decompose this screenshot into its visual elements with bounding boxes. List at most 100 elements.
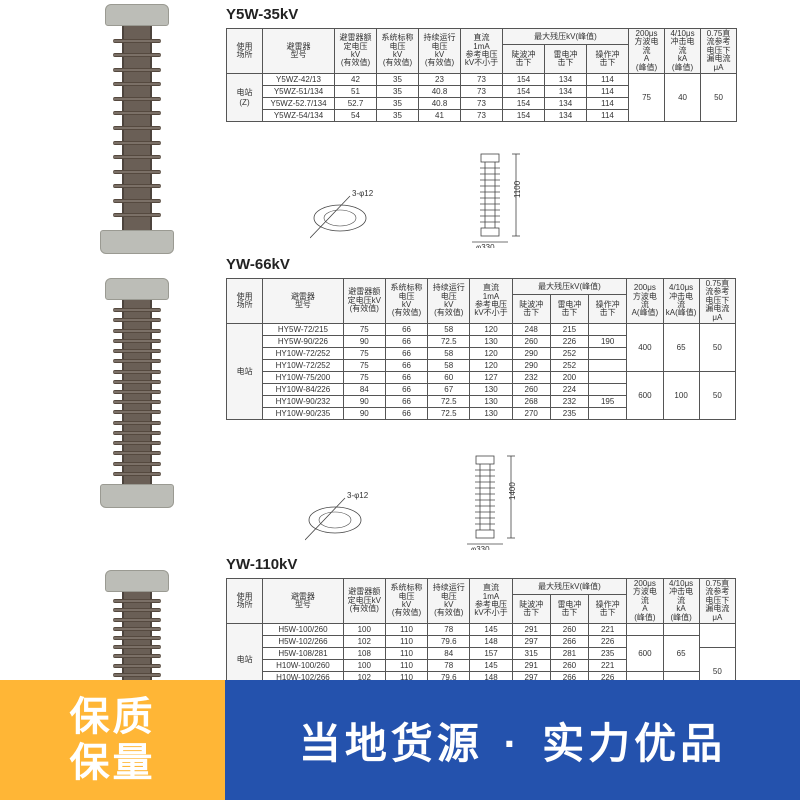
- table-subheader: 雷电冲 击下: [550, 595, 588, 624]
- table-cell: 75: [343, 359, 385, 371]
- table-header: 0.75直 流参考 电压下 漏电流 μA: [699, 279, 735, 324]
- row-group-label: 电站: [227, 323, 263, 419]
- table-cell: 78: [428, 659, 470, 671]
- table-cell: 226: [550, 335, 588, 347]
- table-cell: [589, 371, 627, 383]
- table-cell: 270: [512, 407, 550, 419]
- table-cell: 260: [512, 335, 550, 347]
- table-cell: 58: [428, 359, 470, 371]
- promo-banner: 保质 保量 当地货源 · 实力优品: [0, 680, 800, 800]
- table-cell: 134: [545, 97, 587, 109]
- table-cell: 65: [663, 323, 699, 371]
- table-cell: H5W-102/266: [263, 635, 343, 647]
- table-cell: [589, 323, 627, 335]
- table-cell: 154: [503, 73, 545, 85]
- table-subheader: 操作冲 击下: [589, 295, 627, 324]
- row-group-label: 电站 (Z): [227, 73, 263, 121]
- table-cell: 134: [545, 109, 587, 121]
- table-cell: 260: [512, 383, 550, 395]
- svg-text:1400: 1400: [508, 482, 517, 500]
- table-header: 4/10μs 冲击电流 kA (峰值): [663, 579, 699, 624]
- table-cell: 130: [470, 395, 512, 407]
- table-cell: 50: [699, 371, 735, 419]
- table-cell: 35: [377, 109, 419, 121]
- table-cell: 232: [550, 395, 588, 407]
- table-header: 200μs 方波电流 A(峰值): [627, 279, 663, 324]
- table-cell: 248: [512, 323, 550, 335]
- table-header: 200μs 方波电流 A (峰值): [629, 29, 665, 74]
- table-cell: 100: [663, 371, 699, 419]
- table-cell: 102: [343, 635, 385, 647]
- table-cell: [663, 623, 699, 635]
- table-cell: 130: [470, 335, 512, 347]
- table-cell: 66: [385, 371, 427, 383]
- table-header: 避雷器额 定电压kV (有效值): [343, 279, 385, 324]
- svg-text:1100: 1100: [513, 180, 522, 198]
- table-cell: Y5WZ-42/13: [263, 73, 335, 85]
- table-cell: HY10W-75/200: [263, 371, 343, 383]
- table-header: 最大残压kV(峰值): [512, 279, 627, 295]
- table-cell: 90: [343, 407, 385, 419]
- table-header: 持续运行 电压 kV (有效值): [428, 279, 470, 324]
- table-cell: 154: [503, 97, 545, 109]
- table-cell: 291: [512, 659, 550, 671]
- table-row: 电站HY5W-72/2157566581202482154006550: [227, 323, 736, 335]
- table-cell: 23: [419, 73, 461, 85]
- table-header: 使用 场所: [227, 579, 263, 624]
- banner-left-line2: 保量: [70, 740, 156, 786]
- table-cell: 42: [335, 73, 377, 85]
- table-header: 最大残压kV(峰值): [503, 29, 629, 45]
- table-cell: 200: [550, 371, 588, 383]
- table-cell: 114: [587, 109, 629, 121]
- table-cell: 66: [385, 359, 427, 371]
- table-row: 电站H5W-100/26010011078145291260221: [227, 623, 736, 635]
- table-cell: 232: [512, 371, 550, 383]
- banner-right-text: 当地货源 · 实力优品: [299, 710, 726, 771]
- banner-right-t1: 当地货源: [299, 720, 483, 767]
- table-subheader: 陡波冲 击下: [503, 45, 545, 74]
- table-row: 电站 (Z)Y5WZ-42/1342352373154134114754050: [227, 73, 737, 85]
- table-cell: 90: [343, 395, 385, 407]
- svg-text:3-φ12: 3-φ12: [347, 491, 369, 500]
- table-cell: [627, 623, 663, 635]
- table-subheader: 陡波冲 击下: [512, 295, 550, 324]
- table-cell: 84: [343, 383, 385, 395]
- table-cell: 66: [385, 323, 427, 335]
- table-cell: H5W-108/281: [263, 647, 343, 659]
- table-cell: 72.5: [428, 395, 470, 407]
- table-cell: 73: [461, 73, 503, 85]
- table-cell: 235: [550, 407, 588, 419]
- table-header: 直流 1mA 参考电压 kV不小于: [470, 279, 512, 324]
- table-cell: 600: [627, 371, 663, 419]
- table-cell: 120: [470, 347, 512, 359]
- table-cell: 221: [589, 659, 627, 671]
- table-cell: 100: [343, 623, 385, 635]
- section-title-110kv: YW-110kV: [226, 556, 297, 573]
- table-cell: H10W-100/260: [263, 659, 343, 671]
- table-header: 避雷器 型号: [263, 579, 343, 624]
- table-cell: 266: [550, 635, 588, 647]
- banner-right-t2: 实力优品: [542, 720, 726, 767]
- table-cell: 114: [587, 97, 629, 109]
- table-header: 4/10μs 冲击电流 kA (峰值): [665, 29, 701, 74]
- table-cell: Y5WZ-54/134: [263, 109, 335, 121]
- table-cell: 154: [503, 85, 545, 97]
- section-title-35kv: Y5W-35kV: [226, 6, 298, 23]
- table-cell: 40.8: [419, 85, 461, 97]
- table-cell: 224: [550, 383, 588, 395]
- table-cell: 226: [589, 635, 627, 647]
- table-cell: 130: [470, 407, 512, 419]
- table-cell: 600: [627, 635, 663, 671]
- table-cell: 40.8: [419, 97, 461, 109]
- table-cell: 51: [335, 85, 377, 97]
- table-header: 4/10μs 冲击电流 kA(峰值): [663, 279, 699, 324]
- spec-table-66kv: 使用 场所避雷器 型号避雷器额 定电压kV (有效值)系统标称 电压 kV (有…: [226, 278, 736, 420]
- table-cell: 110: [385, 659, 427, 671]
- table-cell: 75: [343, 347, 385, 359]
- table-cell: 66: [385, 407, 427, 419]
- table-subheader: 雷电冲 击下: [545, 45, 587, 74]
- svg-text:3-φ12: 3-φ12: [352, 189, 374, 198]
- table-cell: 41: [419, 109, 461, 121]
- table-cell: 75: [343, 371, 385, 383]
- dimension-drawing-66kv: 3-φ121400φ330: [305, 450, 565, 550]
